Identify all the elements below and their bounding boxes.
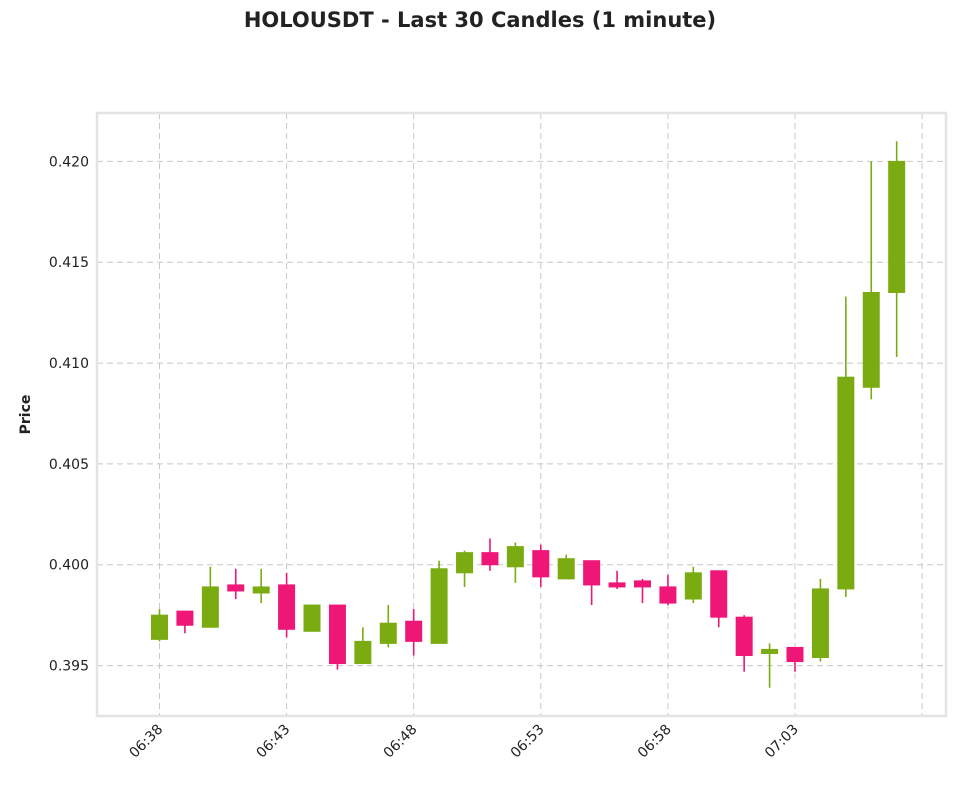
candle-body: [811, 588, 829, 659]
candle-body: [328, 604, 346, 665]
candle-body: [379, 622, 397, 644]
x-tick-label: 06:43: [254, 722, 294, 762]
y-tick-label: 0.420: [49, 154, 89, 170]
y-tick-label: 0.395: [49, 659, 89, 675]
candle-body: [430, 568, 448, 644]
candle-body: [456, 552, 474, 574]
candle-body: [608, 582, 626, 588]
candle-body: [786, 646, 804, 663]
candle-body: [481, 552, 499, 566]
candle-body: [354, 640, 372, 665]
y-tick-label: 0.410: [49, 356, 89, 372]
y-tick-label: 0.405: [49, 457, 89, 473]
candle-body: [227, 584, 245, 592]
candle-body: [252, 586, 270, 594]
plot-frame: [95, 111, 948, 718]
candle-body: [303, 604, 321, 632]
candle-body: [151, 614, 168, 640]
y-axis-label: Price: [18, 395, 34, 435]
candle-body: [862, 291, 880, 388]
candle-body: [506, 546, 524, 568]
candle-body: [583, 560, 601, 586]
x-tick-label: 06:53: [508, 722, 548, 762]
candle-body: [278, 584, 296, 630]
x-tick-label: 06:58: [635, 722, 675, 762]
candle-body: [888, 160, 906, 293]
y-tick-label: 0.415: [49, 255, 89, 271]
candle-body: [659, 586, 677, 604]
candle-body: [557, 558, 575, 580]
x-tick-label: 07:03: [762, 722, 802, 762]
candle-body: [201, 586, 219, 628]
candle-body: [684, 572, 702, 600]
y-tick-label: 0.400: [49, 558, 89, 574]
candle-body: [735, 616, 753, 656]
candle-body: [710, 570, 728, 618]
x-tick-label: 06:48: [381, 722, 421, 762]
candle-body: [176, 610, 194, 626]
candle-body: [532, 550, 550, 578]
candle-body: [633, 580, 651, 588]
candle-body: [837, 376, 855, 590]
candle-body: [405, 620, 423, 642]
chart-title: HOLOUSDT - Last 30 Candles (1 minute): [243, 8, 717, 32]
x-tick-label: 06:38: [126, 722, 166, 762]
candle-body: [761, 648, 779, 654]
